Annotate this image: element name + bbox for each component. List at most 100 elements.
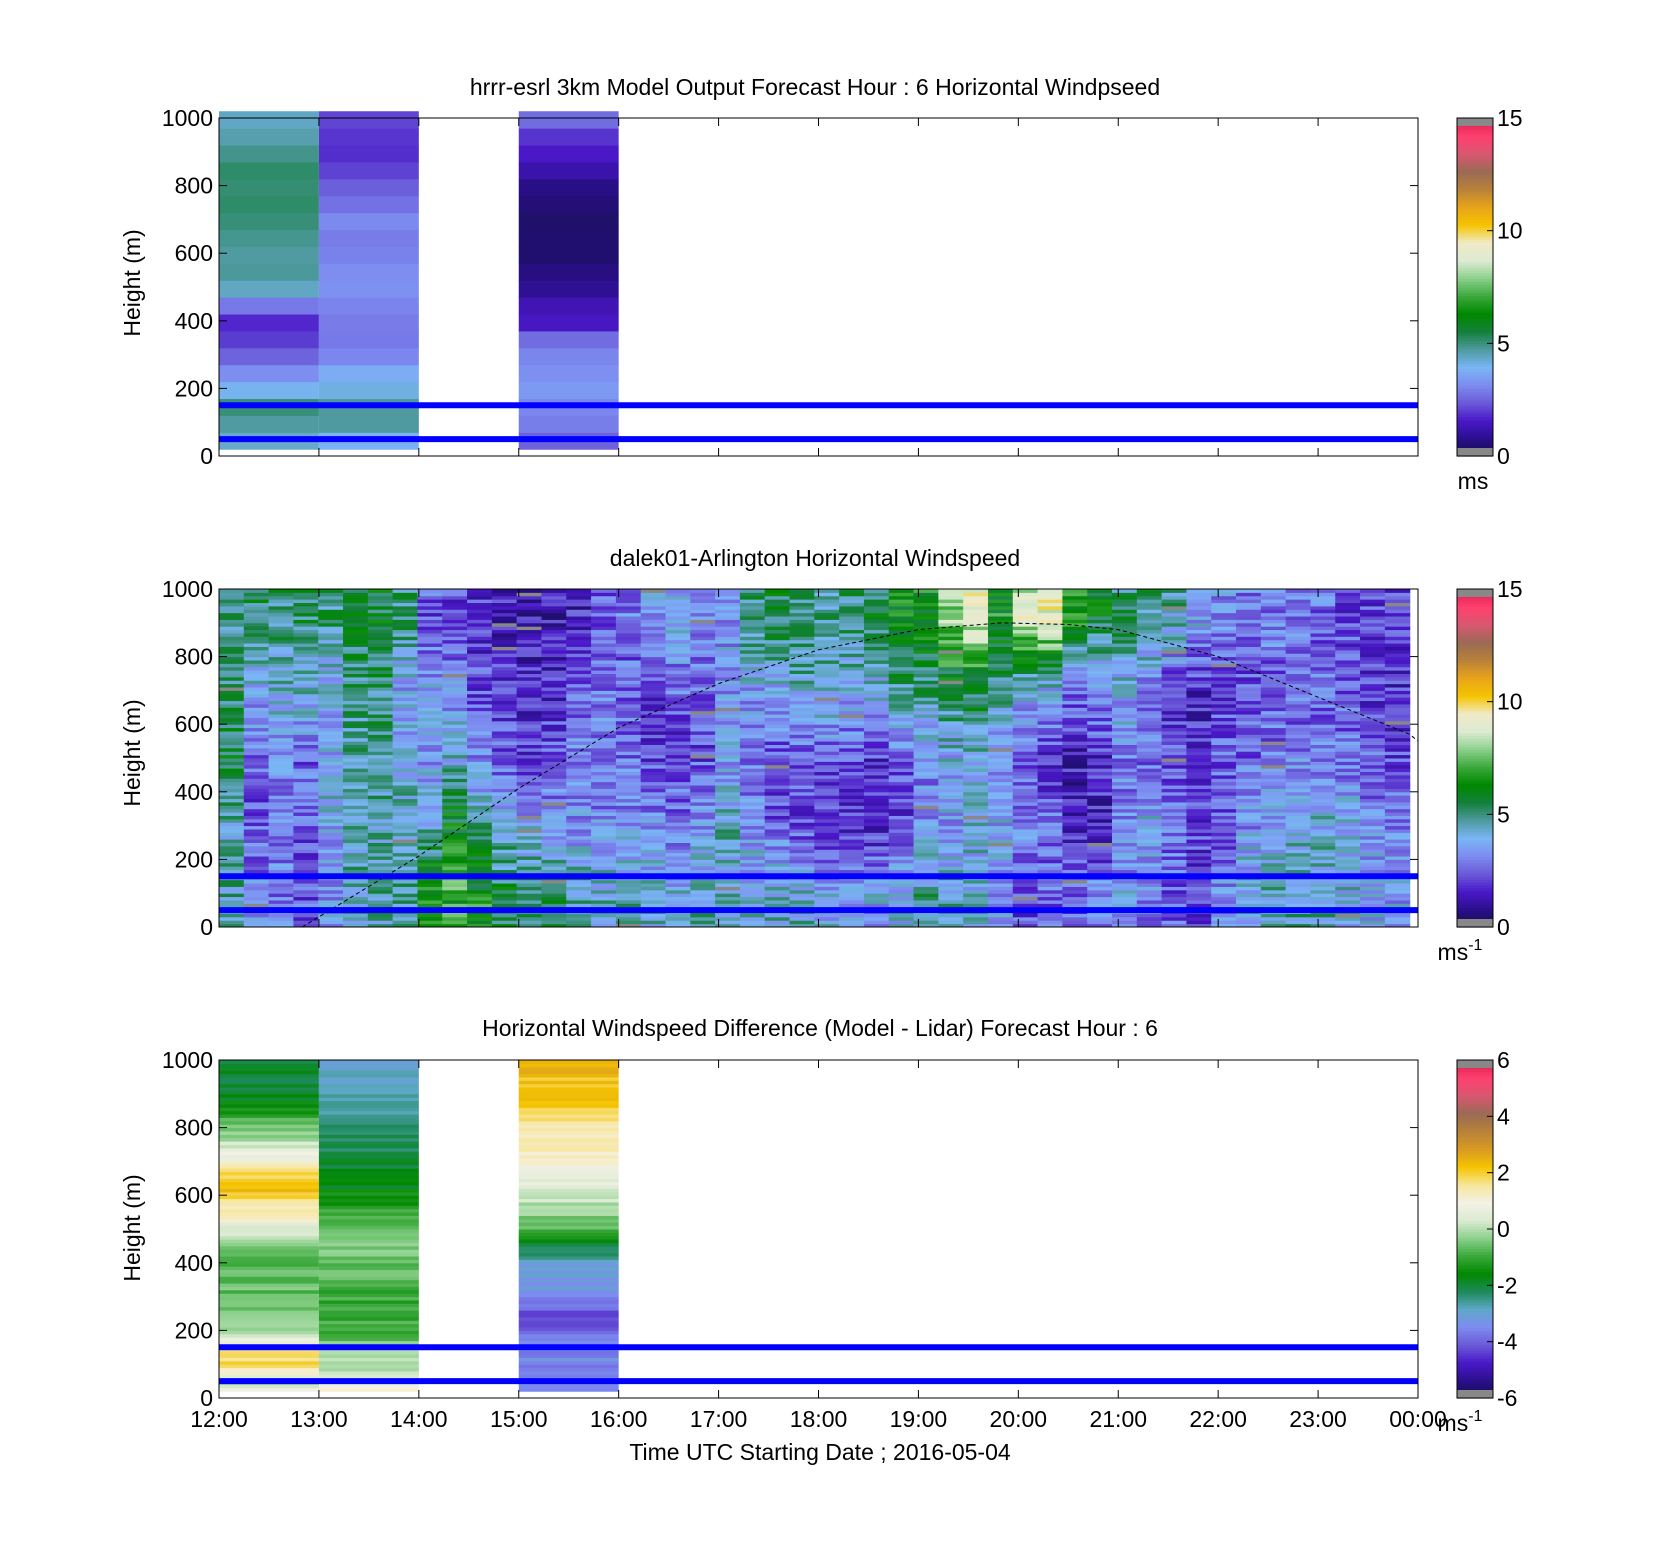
heatmap-cell	[1260, 599, 1287, 604]
heatmap-cell	[591, 825, 617, 830]
heatmap-cell	[1161, 835, 1188, 840]
heatmap-cell	[491, 619, 518, 624]
heatmap-cell	[987, 595, 1014, 600]
heatmap-cell	[963, 589, 989, 593]
heatmap-cell	[1037, 643, 1063, 647]
heatmap-cell	[1236, 856, 1262, 860]
heatmap-cell	[764, 643, 791, 647]
colorbar-band	[1457, 143, 1493, 147]
heatmap-cell	[541, 676, 567, 681]
heatmap-cell	[1211, 643, 1237, 647]
heatmap-cell	[1335, 774, 1361, 779]
heatmap-cell	[516, 653, 543, 658]
heatmap-cell	[268, 879, 295, 884]
heatmap-cell	[839, 785, 865, 789]
heatmap-cell	[392, 592, 419, 597]
heatmap-cell	[1360, 920, 1386, 925]
heatmap-cell	[863, 700, 890, 705]
heatmap-cell	[739, 785, 766, 789]
heatmap-cell	[1335, 791, 1361, 796]
heatmap-cell	[938, 589, 964, 593]
heatmap-cell	[1186, 801, 1212, 806]
heatmap-cell	[1087, 717, 1113, 722]
heatmap-cell	[516, 680, 543, 685]
heatmap-cell	[913, 663, 939, 668]
heatmap-cell	[442, 592, 468, 597]
heatmap-cell	[839, 599, 865, 604]
heatmap-cell	[715, 913, 741, 918]
heatmap-cell	[516, 602, 543, 607]
heatmap-cell	[293, 785, 319, 789]
heatmap-cell	[1037, 788, 1063, 793]
heatmap-cell	[318, 178, 419, 197]
heatmap-cell	[665, 673, 691, 678]
heatmap-cell	[739, 899, 766, 904]
heatmap-cell	[1161, 707, 1188, 712]
heatmap-cell	[243, 727, 270, 732]
heatmap-cell	[913, 815, 939, 820]
heatmap-cell	[1211, 818, 1237, 823]
heatmap-cell	[392, 859, 419, 864]
heatmap-cell	[863, 896, 890, 901]
heatmap-cell	[392, 893, 419, 898]
heatmap-cell	[665, 697, 691, 702]
heatmap-cell	[518, 263, 619, 281]
heatmap-cell	[764, 734, 791, 739]
heatmap-cell	[318, 710, 344, 715]
heatmap-cell	[863, 785, 890, 789]
heatmap-cell	[566, 771, 592, 776]
heatmap-cell	[789, 646, 815, 651]
heatmap-cell	[268, 913, 295, 918]
heatmap-cell	[1136, 720, 1163, 725]
heatmap-cell	[243, 768, 270, 773]
heatmap-cell	[1062, 859, 1088, 864]
heatmap-cell	[541, 666, 567, 671]
heatmap-cell	[1037, 602, 1063, 607]
heatmap-cell	[392, 744, 419, 749]
heatmap-cell	[392, 670, 419, 674]
heatmap-cell	[863, 592, 890, 597]
heatmap-cell	[1285, 727, 1312, 732]
heatmap-cell	[268, 720, 295, 725]
colorbar-band	[1457, 405, 1493, 409]
heatmap-cell	[417, 832, 443, 837]
heatmap-cell	[615, 771, 642, 776]
heatmap-cell	[392, 680, 419, 685]
heatmap-cell	[690, 896, 716, 901]
y-tick-label: 200	[175, 375, 213, 401]
heatmap-cell	[268, 839, 295, 843]
heatmap-cell	[392, 690, 419, 695]
heatmap-cell	[343, 764, 369, 769]
heatmap-cell	[1037, 781, 1063, 786]
heatmap-cell	[392, 879, 419, 884]
heatmap-cell	[1062, 626, 1088, 631]
heatmap-cell	[1260, 913, 1287, 918]
heatmap-cell	[1037, 605, 1063, 610]
heatmap-cell	[293, 866, 319, 871]
heatmap-cell	[1062, 744, 1088, 749]
colorbar-band	[1457, 132, 1493, 136]
heatmap-cell	[839, 653, 865, 658]
heatmap-cell	[1285, 744, 1312, 749]
heatmap-cell	[888, 717, 915, 722]
heatmap-cell	[1260, 653, 1287, 658]
heatmap-cell	[1161, 656, 1188, 661]
heatmap-cell	[1211, 599, 1237, 604]
heatmap-cell	[640, 599, 667, 604]
heatmap-cell	[518, 347, 619, 366]
heatmap-cell	[665, 869, 691, 874]
heatmap-cell	[1161, 771, 1188, 776]
heatmap-cell	[888, 619, 915, 624]
heatmap-cell	[888, 839, 915, 843]
heatmap-cell	[764, 879, 791, 884]
heatmap-cell	[1285, 791, 1312, 796]
heatmap-cell	[367, 859, 394, 864]
heatmap-cell	[963, 707, 989, 712]
heatmap-cell	[888, 774, 915, 779]
heatmap-cell	[1136, 747, 1163, 752]
heatmap-cell	[863, 612, 890, 617]
heatmap-cell	[219, 703, 245, 708]
heatmap-cell	[1012, 883, 1039, 887]
heatmap-cell	[1236, 852, 1262, 857]
heatmap-cell	[1112, 761, 1138, 766]
